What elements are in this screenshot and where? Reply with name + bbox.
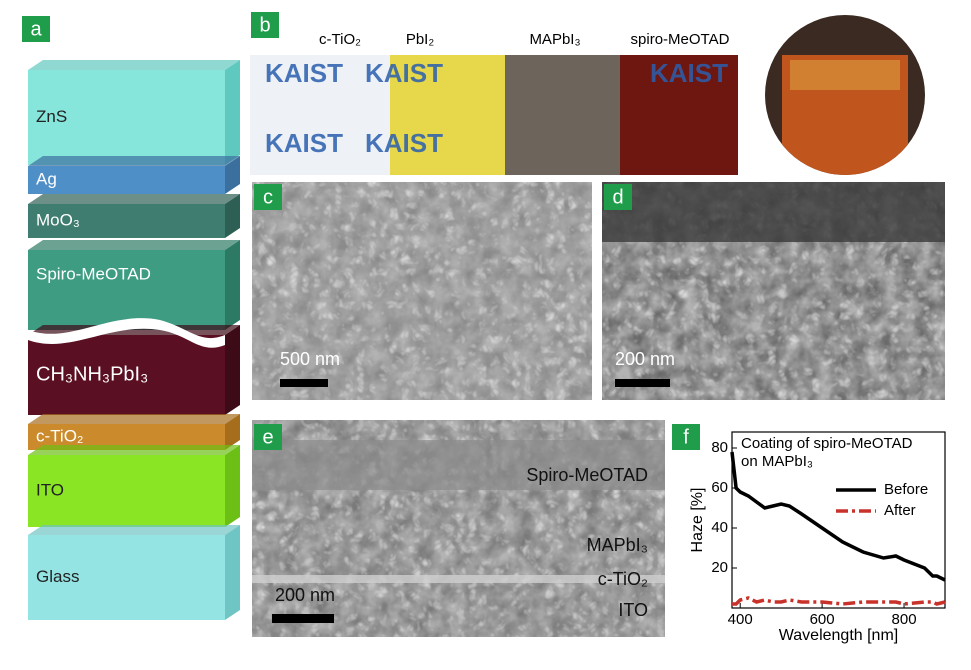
- x-tick-label: 600: [810, 611, 835, 628]
- panel-label: d: [612, 186, 623, 208]
- layer-annotation: MAPbI₃: [587, 535, 648, 555]
- layer-name: Ag: [36, 169, 57, 188]
- layer-top: [28, 194, 240, 204]
- layer: [28, 204, 225, 238]
- layer-top: [28, 525, 240, 535]
- series-line: [730, 451, 946, 582]
- layer-top: [28, 240, 240, 250]
- layer-top: [28, 445, 240, 455]
- sample-name: PbI₂: [406, 31, 435, 48]
- panel-label: e: [262, 426, 273, 448]
- panel-label-box: [22, 16, 50, 42]
- legend-label: After: [884, 502, 916, 519]
- plot-frame: [731, 431, 946, 609]
- photo-vial-top: [790, 60, 900, 90]
- panel-label-box: [604, 184, 632, 210]
- layer: [28, 455, 225, 527]
- layer-top: [28, 414, 240, 424]
- layer-name: ZnS: [36, 107, 67, 126]
- layer: [28, 535, 225, 620]
- photo-sample: [620, 55, 738, 175]
- y-tick-label: 40: [711, 519, 728, 536]
- photo-text: KAIST: [650, 58, 728, 88]
- series-line: [732, 596, 946, 606]
- layer-name: CH₃NH₃PbI₃: [36, 363, 148, 385]
- layer-name: Spiro-MeOTAD: [36, 264, 151, 283]
- photo-text: KAIST: [365, 58, 443, 88]
- layer-side: [225, 525, 240, 620]
- layer-name: MoO₃: [36, 210, 80, 229]
- panel-label-box: [251, 12, 279, 38]
- y-tick-label: 80: [711, 439, 728, 456]
- panel-label: b: [259, 14, 270, 36]
- layer-side: [225, 325, 240, 415]
- layer-annotation: Spiro-MeOTAD: [526, 465, 648, 485]
- layer-side: [225, 156, 240, 194]
- photo-text: KAIST: [265, 128, 343, 158]
- sem-texture: [252, 182, 592, 400]
- scale-text: 500 nm: [280, 349, 340, 369]
- layer: [28, 166, 225, 194]
- panel-label: a: [30, 18, 42, 40]
- x-tick-label: 400: [728, 611, 753, 628]
- x-tick-label: 800: [892, 611, 917, 628]
- layer-annotation: c-TiO₂: [598, 569, 648, 589]
- y-axis-title: Haze [%]: [689, 488, 706, 553]
- photo-sample: [505, 55, 620, 175]
- layer: [28, 70, 225, 165]
- layer-name: Glass: [36, 567, 79, 586]
- layer-top: [28, 156, 240, 166]
- scale-bar: [280, 379, 328, 387]
- y-tick-label: 20: [711, 559, 728, 576]
- sample-name: spiro-MeOTAD: [631, 31, 730, 48]
- sem-bg: [602, 182, 945, 242]
- layer-annotation: ITO: [618, 600, 648, 620]
- photo-sample: [390, 55, 505, 175]
- panel-label-box: [672, 424, 700, 450]
- sem-layer: [252, 575, 665, 583]
- scale-text: 200 nm: [615, 349, 675, 369]
- sample-name: MAPbI₃: [529, 31, 580, 48]
- panel-label: c: [263, 186, 273, 208]
- layer-name: ITO: [36, 480, 64, 499]
- photo-text: KAIST: [365, 128, 443, 158]
- layer-side: [225, 60, 240, 165]
- panel-label-box: [254, 184, 282, 210]
- chart-annotation: on MAPbI₃: [741, 453, 813, 470]
- layer: [28, 335, 225, 415]
- layer-side: [225, 194, 240, 238]
- panel-label: f: [683, 426, 689, 448]
- scale-text: 200 nm: [275, 585, 335, 605]
- photo-text: KAIST: [265, 58, 343, 88]
- layer-side: [225, 414, 240, 450]
- legend-label: Before: [884, 481, 928, 498]
- wave: [28, 318, 225, 348]
- layer-name: c-TiO₂: [36, 426, 84, 445]
- x-axis-title: Wavelength [nm]: [779, 627, 898, 644]
- scale-bar: [272, 614, 334, 623]
- y-tick-label: 60: [711, 479, 728, 496]
- layer-side: [225, 240, 240, 330]
- sample-name: c-TiO₂: [319, 31, 361, 48]
- chart-annotation: Coating of spiro-MeOTAD: [741, 435, 913, 452]
- panel-label-box: [254, 424, 282, 450]
- layer-top: [28, 60, 240, 70]
- layer: [28, 250, 225, 330]
- scale-bar: [615, 379, 670, 387]
- sem-layer: [252, 440, 665, 490]
- layer-side: [225, 445, 240, 527]
